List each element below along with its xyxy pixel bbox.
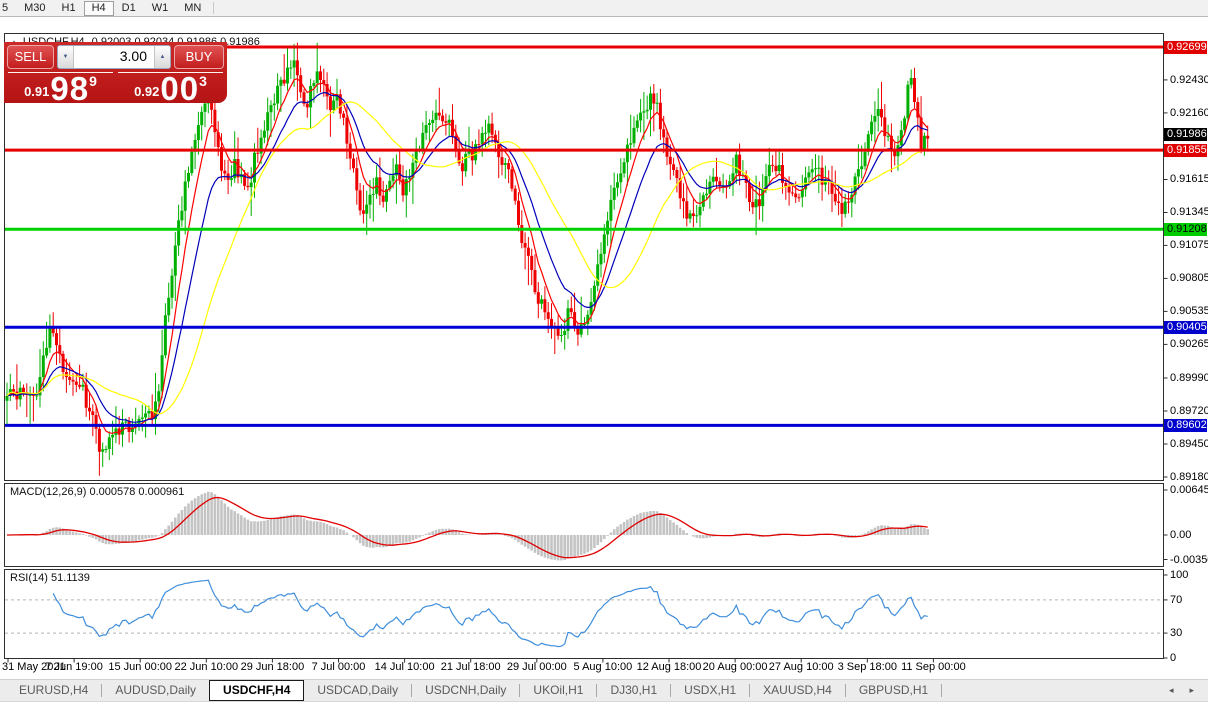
- tab-gbpusd-h1[interactable]: GBPUSD,H1: [858, 683, 929, 697]
- tab-separator: [101, 684, 103, 697]
- timeframe-button-5[interactable]: 5: [2, 1, 9, 14]
- rsi-axis-label: 0: [1170, 652, 1177, 664]
- time-axis-label: 3 Sep 18:00: [837, 661, 897, 673]
- sell-button[interactable]: SELL: [7, 45, 54, 69]
- tab-dj30-h1[interactable]: DJ30,H1: [610, 683, 658, 697]
- tab-audusd-daily[interactable]: AUDUSD,Daily: [115, 683, 197, 697]
- price-axis-label: 0.89990: [1170, 372, 1208, 384]
- spin-up-icon: ▲: [159, 54, 166, 60]
- buy-price-base: 0.92: [134, 84, 160, 99]
- tab-separator: [941, 684, 943, 697]
- timeframe-button-m30[interactable]: M30: [24, 1, 46, 14]
- time-axis-label: 11 Sep 00:00: [901, 661, 966, 673]
- time-axis-label: 14 Jul 10:00: [374, 661, 435, 673]
- price-axis-label: 0.92430: [1170, 74, 1208, 86]
- macd-axis-label: -0.003507: [1170, 554, 1208, 566]
- rsi-axis-label: 30: [1170, 627, 1183, 639]
- timeframe-button-w1[interactable]: W1: [151, 1, 169, 14]
- timeframe-button-mn[interactable]: MN: [184, 1, 202, 14]
- tab-usdcnh-daily[interactable]: USDCNH,Daily: [425, 683, 507, 697]
- buy-button[interactable]: BUY: [174, 45, 224, 69]
- time-axis-label: 15 Jun 00:00: [108, 661, 172, 673]
- price-axis-label: 0.89450: [1170, 438, 1208, 450]
- sell-price-pips: 98: [50, 70, 90, 107]
- price-axis-label: 0.89180: [1170, 471, 1208, 483]
- price-badge: 0.89602: [1164, 419, 1207, 432]
- volume-spinner: ▼ 3.00 ▲: [57, 45, 171, 69]
- tab-separator: [411, 684, 413, 697]
- tab-separator: [749, 684, 751, 697]
- one-click-trading-panel: SELL ▼ 3.00 ▲ BUY 0.91 98 9 0.92 00 3: [4, 42, 227, 107]
- time-axis-label: 7 Jul 00:00: [311, 661, 366, 673]
- price-axis-label: 0.91345: [1170, 206, 1208, 218]
- rsi-axis-label: 100: [1170, 569, 1189, 581]
- tab-usdchf-h4[interactable]: USDCHF,H4: [209, 680, 305, 701]
- volume-decrease-button[interactable]: ▼: [58, 46, 74, 68]
- price-badge: 0.91855: [1164, 144, 1207, 157]
- price-axis[interactable]: 0.92430 0.92160 0.91615 0.91345 0.91075 0.908…: [1163, 0, 1208, 680]
- price-badge: 0.90405: [1164, 321, 1207, 334]
- price-badge: 0.91208: [1164, 223, 1207, 236]
- buy-price-display[interactable]: 0.92 00 3: [118, 70, 223, 107]
- time-axis-label: 21 Jul 18:00: [440, 661, 501, 673]
- rsi-indicator-label: RSI(14) 51.1139: [10, 572, 90, 584]
- macd-axis-label: 0.006451: [1170, 484, 1208, 496]
- timeframe-toolbar: 5 M30 H1 H4 D1 W1 MN: [0, 0, 1208, 17]
- price-axis-label: 0.90265: [1170, 338, 1208, 350]
- time-axis-label: 31 May 2021: [2, 661, 66, 673]
- tabbar-scroll-arrows: ◂ ▸: [1169, 680, 1194, 701]
- volume-increase-button[interactable]: ▲: [154, 46, 170, 68]
- sell-price-fraction: 9: [89, 73, 97, 89]
- trade-panel-prices: 0.91 98 9 0.92 00 3: [4, 69, 227, 107]
- buy-price-fraction: 3: [199, 73, 207, 89]
- price-axis-label: 0.92160: [1170, 107, 1208, 119]
- tab-separator: [844, 684, 846, 697]
- time-axis-label: 20 Aug 00:00: [702, 661, 768, 673]
- time-axis-label: 12 Aug 18:00: [636, 661, 702, 673]
- time-axis-label: 29 Jun 18:00: [240, 661, 305, 673]
- time-axis-label: 22 Jun 10:00: [174, 661, 239, 673]
- time-axis[interactable]: 31 May 2021 7 Jun 19:00 15 Jun 00:00 22 Jun…: [0, 661, 1163, 676]
- time-axis-label: 5 Aug 10:00: [573, 661, 633, 673]
- sell-price-base: 0.91: [24, 84, 50, 99]
- tab-usdx-h1[interactable]: USDX,H1: [684, 683, 737, 697]
- symbol-tabbar: EURUSD,H4 AUDUSD,Daily USDCHF,H4 USDCAD,Dai…: [0, 679, 1208, 702]
- timeframe-button-d1[interactable]: D1: [121, 1, 136, 14]
- timeframe-button-h4[interactable]: H4: [83, 0, 114, 16]
- symbol-tabs: EURUSD,H4 AUDUSD,Daily USDCHF,H4 USDCAD,Dai…: [0, 680, 943, 701]
- macd-indicator-label: MACD(12,26,9) 0.000578 0.000961: [10, 486, 185, 498]
- price-badge: 0.91986: [1164, 128, 1207, 141]
- tab-separator: [519, 684, 521, 697]
- buy-price-pips: 00: [160, 70, 200, 107]
- tab-usdcad-daily[interactable]: USDCAD,Daily: [317, 683, 399, 697]
- macd-axis-label: 0.00: [1170, 529, 1192, 541]
- price-axis-label: 0.91615: [1170, 173, 1208, 185]
- tab-scroll-left-icon[interactable]: ◂: [1168, 685, 1174, 695]
- tab-separator: [596, 684, 598, 697]
- price-axis-label: 0.89720: [1170, 405, 1208, 417]
- time-axis-label: 27 Aug 10:00: [768, 661, 834, 673]
- time-axis-label: 29 Jul 00:00: [506, 661, 567, 673]
- price-badge: 0.92699: [1164, 41, 1207, 54]
- price-axis-label: 0.90805: [1170, 272, 1208, 284]
- tab-eurusd-h4[interactable]: EURUSD,H4: [19, 683, 89, 697]
- price-axis-label: 0.91075: [1170, 239, 1208, 251]
- tab-scroll-right-icon[interactable]: ▸: [1189, 685, 1194, 695]
- tab-ukoil-h1[interactable]: UKOil,H1: [533, 683, 584, 697]
- time-axis-label: 7 Jun 19:00: [45, 661, 103, 673]
- spin-down-icon: ▼: [62, 54, 69, 60]
- trade-panel-controls: SELL ▼ 3.00 ▲ BUY: [4, 42, 227, 69]
- volume-input[interactable]: 3.00: [119, 48, 147, 64]
- price-axis-label: 0.90535: [1170, 305, 1208, 317]
- tab-separator: [670, 684, 672, 697]
- tab-xauusd-h4[interactable]: XAUUSD,H4: [763, 683, 832, 697]
- toolbar-separator: [213, 2, 215, 14]
- timeframe-button-h1[interactable]: H1: [61, 1, 76, 14]
- rsi-axis-label: 70: [1170, 594, 1183, 606]
- sell-price-display[interactable]: 0.91 98 9: [8, 70, 113, 107]
